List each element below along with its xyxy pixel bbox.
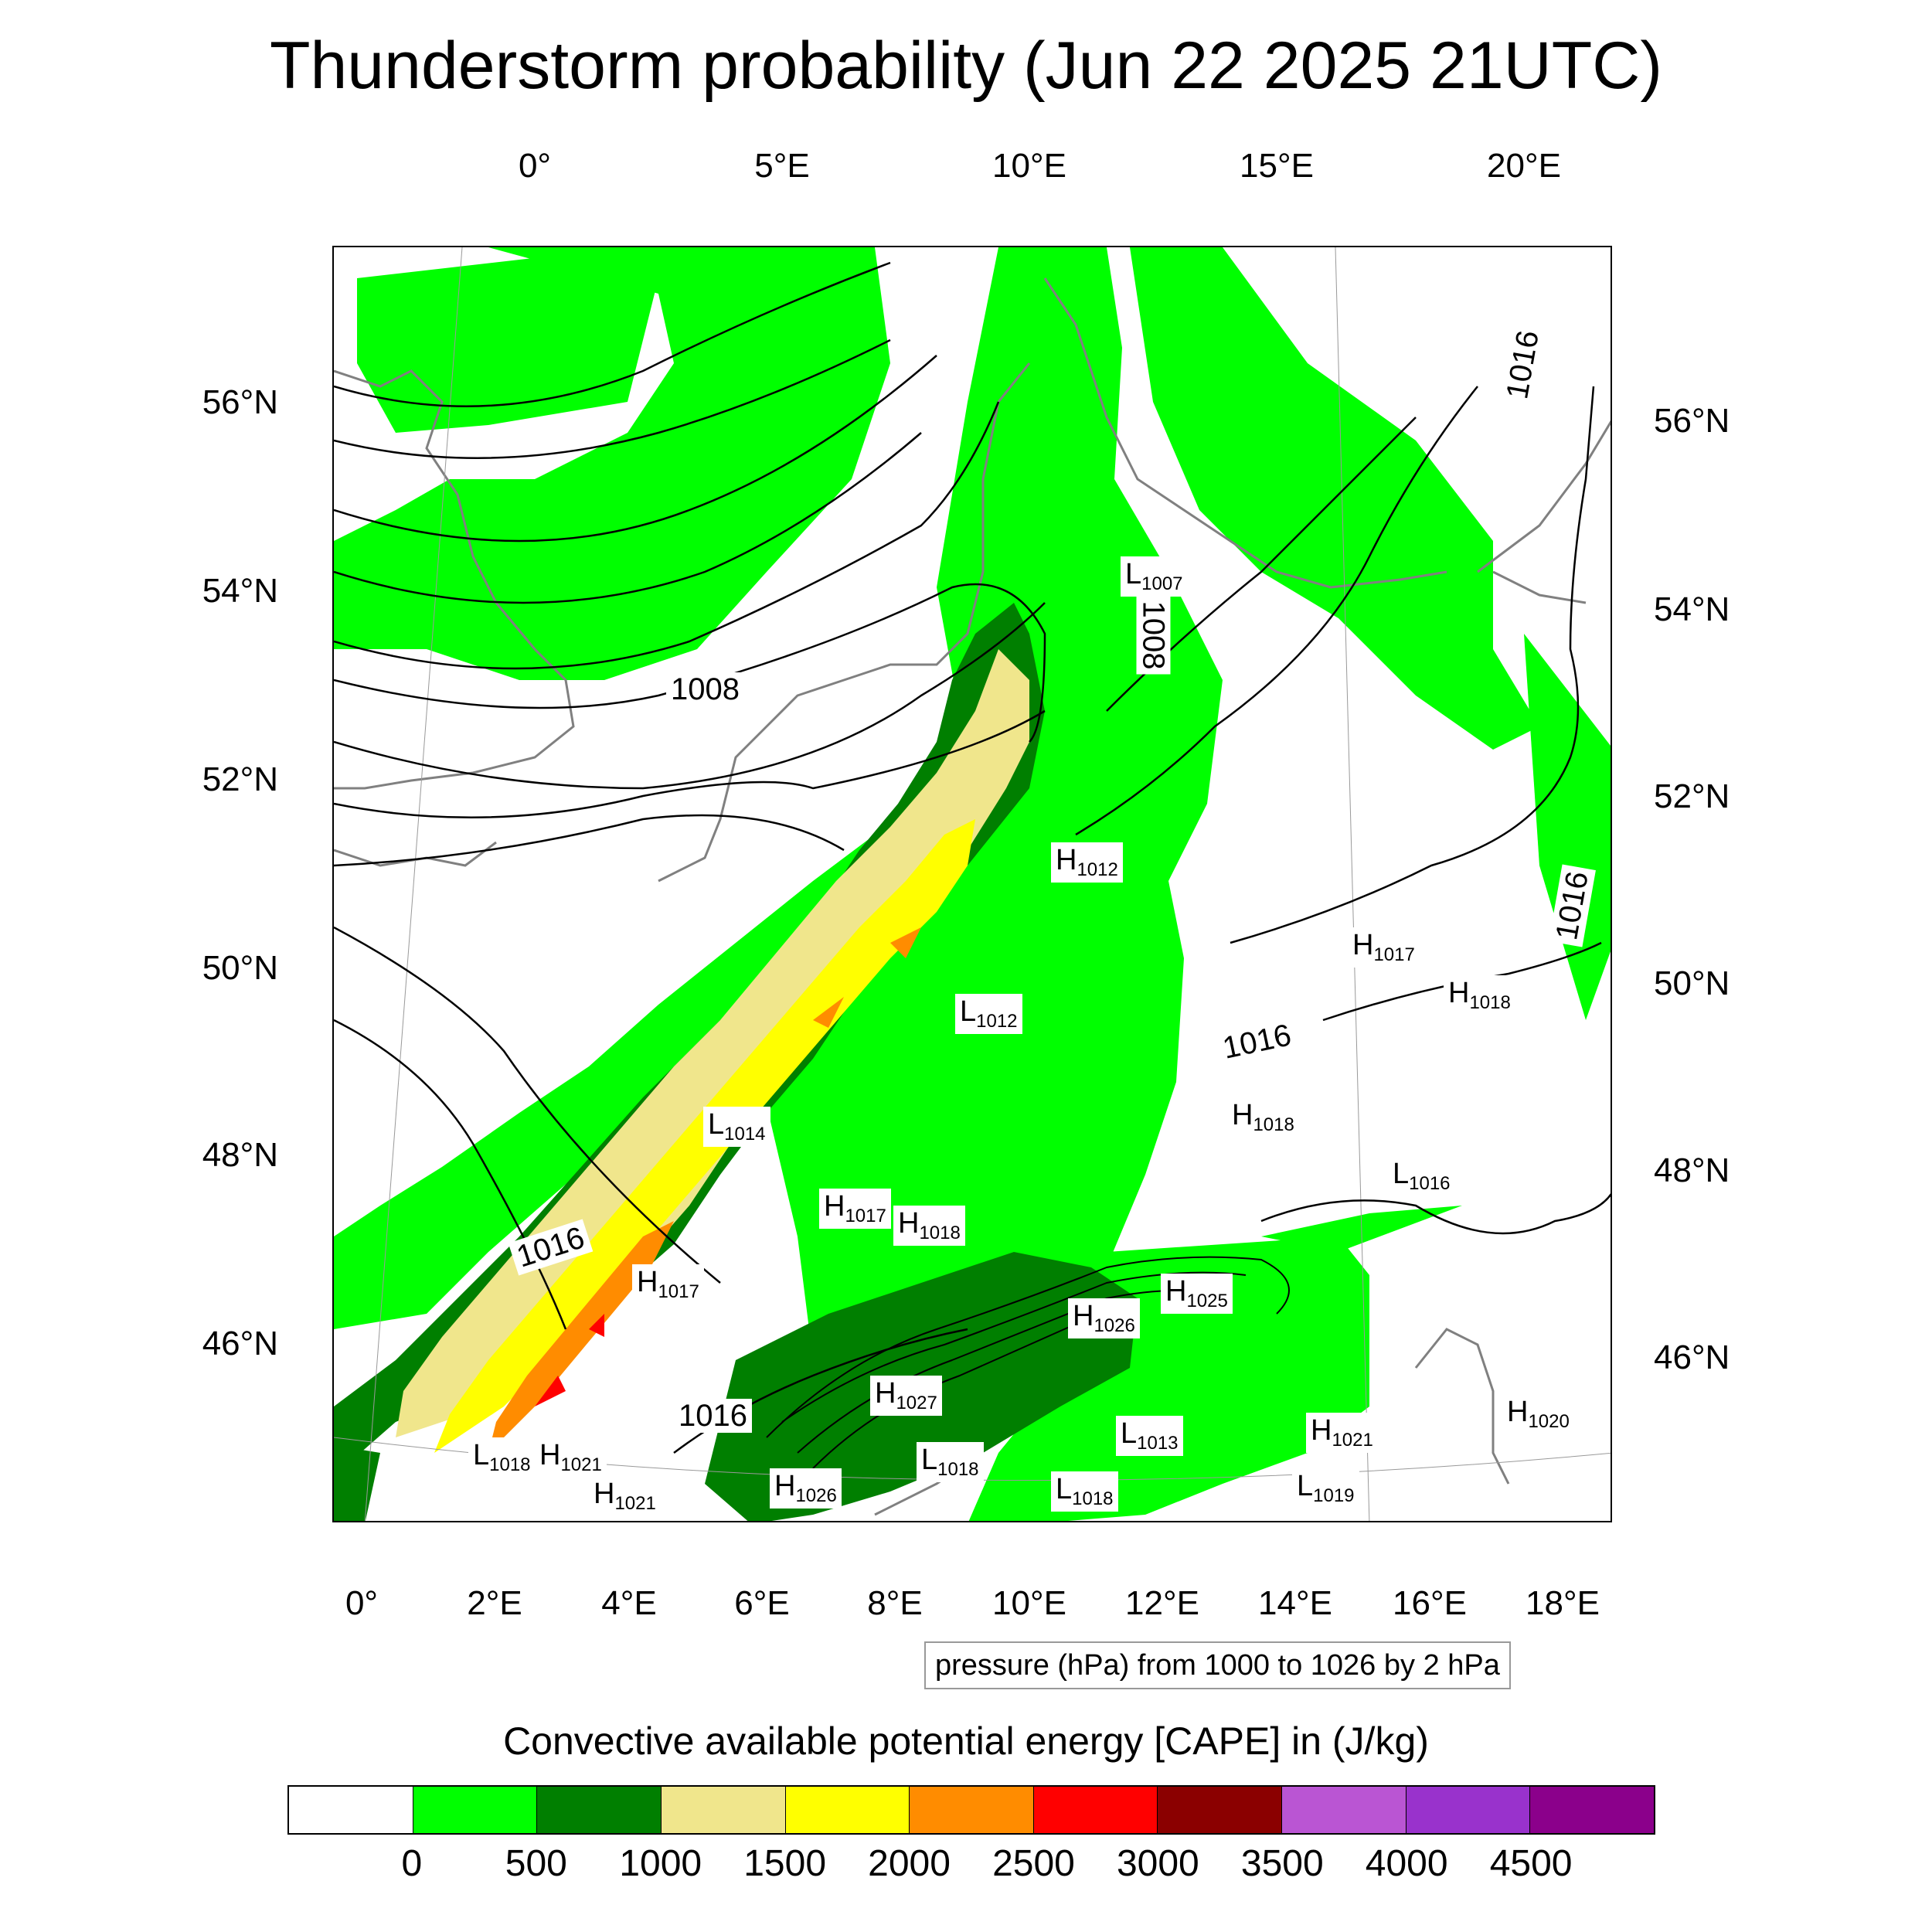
cape-orange-region (488, 927, 921, 1453)
bottom-lon-tick: 0° (345, 1584, 379, 1622)
bottom-lon-tick: 2°E (467, 1584, 522, 1622)
top-lon-tick: 20°E (1487, 147, 1561, 185)
right-lat-tick: 48°N (1654, 1151, 1730, 1189)
top-lon-tick: 0° (518, 147, 552, 185)
contour-info-box: pressure (hPa) from 1000 to 1026 by 2 hP… (924, 1641, 1511, 1689)
pressure-center-label: H1012 (1051, 842, 1123, 883)
colorbar-swatch (661, 1787, 786, 1833)
pressure-center-label: H1021 (1306, 1413, 1378, 1453)
colorbar-tick-label: 1000 (619, 1843, 702, 1884)
colorbar-tick-label: 2500 (992, 1843, 1075, 1884)
bottom-lon-tick: 16°E (1393, 1584, 1467, 1622)
pressure-center-label: L1007 (1121, 556, 1188, 597)
colorbar-swatch (1406, 1787, 1531, 1833)
top-lon-tick: 5°E (754, 147, 810, 185)
colorbar-tick-label: 3000 (1116, 1843, 1199, 1884)
isobar-label: 1008 (666, 672, 744, 706)
left-lat-tick: 48°N (202, 1136, 278, 1174)
pressure-center-label: H1026 (1068, 1298, 1140, 1338)
pressure-center-label: L1016 (1388, 1156, 1455, 1196)
pressure-center-label: H1018 (1444, 975, 1515, 1015)
pressure-center-label: H1017 (632, 1264, 704, 1304)
pressure-center-label: H1026 (770, 1468, 842, 1509)
left-lat-tick: 46°N (202, 1325, 278, 1362)
bottom-lon-tick: 18°E (1526, 1584, 1600, 1622)
colorbar-swatch (785, 1787, 910, 1833)
colorbar-tick-label: 3500 (1240, 1843, 1324, 1884)
colorbar-swatch (289, 1787, 413, 1833)
left-lat-tick: 50°N (202, 949, 278, 987)
pressure-center-label: L1019 (1292, 1468, 1359, 1509)
isobar-lines (334, 261, 1611, 1454)
colorbar-swatch (1282, 1787, 1406, 1833)
pressure-center-label: H1017 (1348, 927, 1420, 968)
bottom-lon-tick: 14°E (1258, 1584, 1332, 1622)
isobar-label: 1016 (674, 1399, 752, 1433)
left-lat-tick: 54°N (202, 572, 278, 610)
colorbar-swatch (1158, 1787, 1283, 1833)
bottom-lon-tick: 12°E (1125, 1584, 1199, 1622)
pressure-center-label: H1021 (589, 1476, 661, 1516)
colorbar-swatch (413, 1787, 538, 1833)
bottom-lon-tick: 8°E (867, 1584, 923, 1622)
colorbar (287, 1785, 1655, 1835)
top-lon-tick: 15°E (1240, 147, 1314, 185)
left-lat-tick: 52°N (202, 760, 278, 798)
left-lat-tick: 56°N (202, 383, 278, 421)
map-title: Thunderstorm probability (Jun 22 2025 21… (269, 29, 1663, 103)
colorbar-swatch (537, 1787, 662, 1833)
pressure-center-label: H1017 (819, 1189, 891, 1229)
cape-red-region (535, 1314, 604, 1406)
colorbar-swatch (1530, 1787, 1655, 1833)
pressure-center-label: L1018 (468, 1437, 536, 1478)
colorbar-tick-label: 1500 (743, 1843, 827, 1884)
pressure-center-label: L1012 (955, 994, 1022, 1034)
bottom-lon-tick: 10°E (992, 1584, 1066, 1622)
pressure-center-label: H1027 (870, 1376, 942, 1416)
colorbar-tick-label: 500 (505, 1843, 567, 1884)
pressure-center-label: H1018 (893, 1206, 965, 1246)
colorbar-tick-label: 2000 (868, 1843, 951, 1884)
cape-field-map (334, 247, 1611, 1521)
pressure-center-label: H1020 (1502, 1394, 1574, 1434)
pressure-center-label: L1018 (917, 1442, 984, 1482)
colorbar-title: Convective available potential energy [C… (503, 1719, 1429, 1763)
pressure-center-label: L1014 (703, 1107, 770, 1147)
map-panel: 1008 1008 1016 1016 1016 1016 1016 L1007… (332, 246, 1612, 1522)
colorbar-swatch (910, 1787, 1034, 1833)
pressure-center-label: L1018 (1051, 1471, 1118, 1512)
right-lat-tick: 56°N (1654, 402, 1730, 440)
right-lat-tick: 46°N (1654, 1338, 1730, 1376)
pressure-center-label: H1018 (1227, 1097, 1299, 1138)
right-lat-tick: 54°N (1654, 590, 1730, 628)
top-lon-tick: 10°E (992, 147, 1066, 185)
colorbar-tick-label: 4500 (1489, 1843, 1573, 1884)
pressure-center-label: H1025 (1161, 1274, 1233, 1314)
right-lat-tick: 50°N (1654, 964, 1730, 1002)
isobar-label: 1008 (1136, 596, 1171, 675)
bottom-lon-tick: 4°E (601, 1584, 657, 1622)
right-lat-tick: 52°N (1654, 777, 1730, 815)
colorbar-tick-label: 0 (401, 1843, 423, 1884)
pressure-center-label: L1013 (1116, 1416, 1183, 1456)
pressure-center-label: H1021 (535, 1437, 607, 1478)
colorbar-tick-label: 4000 (1365, 1843, 1448, 1884)
colorbar-swatch (1033, 1787, 1158, 1833)
bottom-lon-tick: 6°E (734, 1584, 790, 1622)
